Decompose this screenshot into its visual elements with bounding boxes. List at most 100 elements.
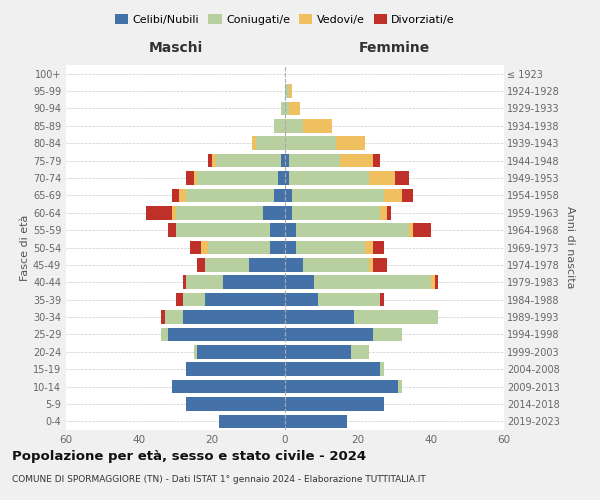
Bar	[285, 224, 409, 237]
Bar	[285, 414, 347, 428]
Bar	[161, 328, 285, 341]
Bar	[285, 345, 369, 358]
Bar	[176, 293, 285, 306]
Bar	[285, 154, 340, 168]
Bar	[256, 136, 285, 150]
Bar	[285, 171, 369, 185]
Bar	[285, 258, 387, 272]
Bar	[285, 240, 373, 254]
Bar	[190, 240, 285, 254]
Bar	[176, 224, 285, 237]
Bar	[285, 102, 299, 115]
Bar	[285, 310, 438, 324]
Bar	[172, 380, 285, 394]
Bar	[285, 188, 402, 202]
Bar	[285, 293, 380, 306]
Bar	[285, 224, 413, 237]
Bar	[285, 414, 347, 428]
Bar	[285, 206, 387, 220]
Bar	[164, 310, 285, 324]
Bar	[285, 328, 402, 341]
Bar	[194, 171, 285, 185]
Text: Maschi: Maschi	[148, 40, 203, 54]
Bar	[285, 119, 332, 132]
Bar	[271, 240, 285, 254]
Bar	[285, 362, 380, 376]
Bar	[220, 414, 285, 428]
Text: COMUNE DI SPORMAGGIORE (TN) - Dati ISTAT 1° gennaio 2024 - Elaborazione TUTTITAL: COMUNE DI SPORMAGGIORE (TN) - Dati ISTAT…	[12, 475, 426, 484]
Bar	[201, 240, 285, 254]
Bar	[205, 293, 285, 306]
Bar	[285, 310, 438, 324]
Bar	[172, 380, 285, 394]
Bar	[176, 206, 285, 220]
Bar	[285, 188, 413, 202]
Bar	[285, 206, 292, 220]
Bar	[285, 328, 402, 341]
Bar	[208, 240, 285, 254]
Bar	[183, 310, 285, 324]
Bar	[285, 397, 383, 410]
Bar	[285, 136, 365, 150]
Bar	[285, 293, 380, 306]
Bar	[285, 84, 289, 98]
Bar	[263, 206, 285, 220]
Bar	[187, 188, 285, 202]
Bar	[220, 414, 285, 428]
Bar	[161, 328, 285, 341]
Bar	[161, 310, 285, 324]
Bar	[285, 380, 402, 394]
Bar	[223, 276, 285, 289]
Bar	[271, 224, 285, 237]
Bar	[285, 188, 383, 202]
Bar	[172, 206, 285, 220]
Bar	[285, 102, 299, 115]
Bar	[281, 154, 285, 168]
Bar	[278, 171, 285, 185]
Bar	[274, 119, 285, 132]
Bar	[285, 240, 383, 254]
Bar	[161, 328, 285, 341]
Bar	[285, 276, 434, 289]
Bar	[285, 171, 409, 185]
Bar	[197, 171, 285, 185]
Bar	[205, 258, 285, 272]
Bar	[179, 188, 285, 202]
Bar	[187, 362, 285, 376]
Bar	[285, 380, 398, 394]
Bar	[197, 258, 285, 272]
Bar	[274, 188, 285, 202]
Bar	[285, 136, 365, 150]
Bar	[285, 171, 395, 185]
Bar	[194, 345, 285, 358]
Bar	[285, 362, 383, 376]
Bar	[285, 276, 438, 289]
Y-axis label: Fasce di età: Fasce di età	[20, 214, 30, 280]
Bar	[146, 206, 285, 220]
Bar	[285, 258, 373, 272]
Text: Popolazione per età, sesso e stato civile - 2024: Popolazione per età, sesso e stato civil…	[12, 450, 366, 463]
Bar	[205, 258, 285, 272]
Bar	[285, 224, 431, 237]
Bar	[285, 310, 355, 324]
Bar	[183, 293, 285, 306]
Bar	[285, 345, 369, 358]
Bar	[164, 310, 285, 324]
Bar	[285, 345, 369, 358]
Bar	[248, 258, 285, 272]
Bar	[220, 414, 285, 428]
Bar	[274, 119, 285, 132]
Bar	[285, 119, 303, 132]
Bar	[172, 188, 285, 202]
Bar	[168, 328, 285, 341]
Bar	[285, 328, 402, 341]
Bar	[187, 276, 285, 289]
Bar	[285, 136, 336, 150]
Bar	[168, 224, 285, 237]
Bar	[285, 188, 292, 202]
Bar	[285, 206, 380, 220]
Bar	[285, 380, 402, 394]
Bar	[285, 119, 332, 132]
Bar	[285, 154, 289, 168]
Bar	[187, 362, 285, 376]
